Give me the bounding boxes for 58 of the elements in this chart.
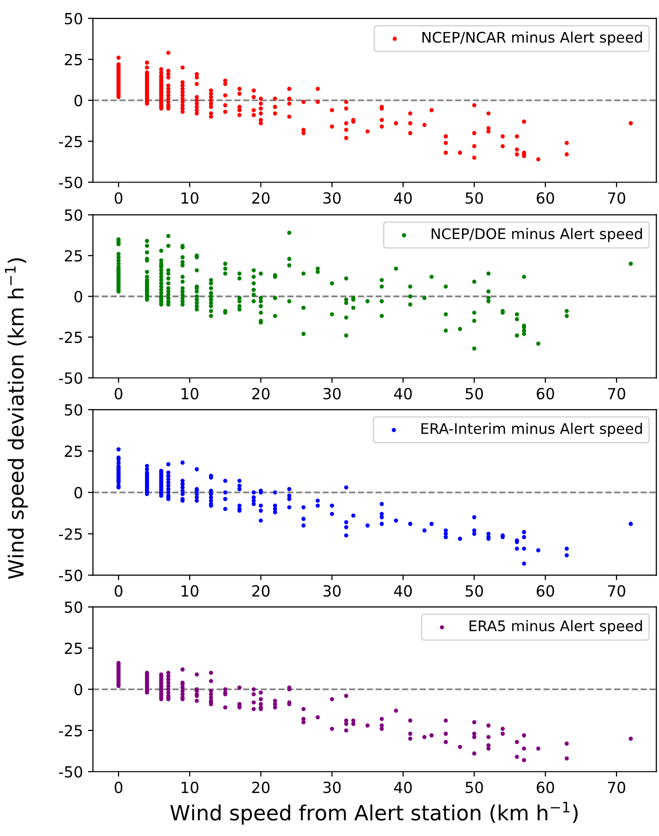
y-tick-label: 0 <box>74 684 82 696</box>
x-tick-label: 0 <box>114 585 122 597</box>
legend-label: NCEP/NCAR minus Alert speed <box>422 32 642 46</box>
x-tick-label: 10 <box>182 192 198 204</box>
y-tick-label: -50 <box>58 176 82 188</box>
y-tick-label: 25 <box>64 54 82 66</box>
y-tick-label: 0 <box>74 290 82 302</box>
x-tick-label: 70 <box>608 782 626 794</box>
x-tick-label: 20 <box>252 388 270 400</box>
x-tick-label: 60 <box>536 192 554 204</box>
legend-label: NCEP/DOE minus Alert speed <box>432 228 642 242</box>
y-tick-label: 25 <box>64 250 82 262</box>
x-tick-label: 50 <box>466 782 483 794</box>
y-tick-label: 0 <box>74 486 82 498</box>
x-tick-label: 40 <box>394 782 412 794</box>
y-tick-label: 25 <box>64 445 82 458</box>
x-tick-label: 50 <box>466 388 483 400</box>
x-tick-label: 30 <box>323 192 341 204</box>
x-tick-label: 60 <box>536 782 554 794</box>
x-tick-label: 40 <box>394 388 412 400</box>
x-tick-label: 50 <box>466 192 483 204</box>
x-tick-label: 50 <box>466 585 483 597</box>
x-tick-label: 10 <box>182 388 198 400</box>
legend-label: ERA-Interim minus Alert speed <box>421 422 642 437</box>
x-tick-label: 70 <box>608 585 626 597</box>
y-tick-label: -25 <box>58 136 82 148</box>
y-tick-label: -25 <box>58 332 82 344</box>
y-tick-label: -50 <box>58 372 82 384</box>
x-tick-label: 40 <box>394 585 412 597</box>
x-tick-label: 20 <box>252 585 270 597</box>
x-tick-label: 60 <box>536 388 554 400</box>
x-tick-label: 30 <box>323 388 341 400</box>
y-tick-label: 50 <box>64 209 82 221</box>
legend-label: ERA5 minus Alert speed <box>470 620 642 634</box>
y-tick-label: 25 <box>64 642 82 654</box>
x-tick-label: 0 <box>114 192 122 204</box>
x-tick-label: 30 <box>323 585 341 597</box>
x-axis-title: Wind speed from Alert station (km h$^{−1}$) <box>170 802 578 825</box>
x-tick-label: 20 <box>252 192 270 204</box>
x-tick-label: 0 <box>114 388 122 400</box>
y-tick-label: 0 <box>74 94 82 106</box>
x-tick-label: 60 <box>536 585 554 597</box>
y-tick-label: 50 <box>64 404 82 416</box>
y-tick-label: -50 <box>58 766 82 778</box>
x-tick-label: 40 <box>394 192 412 204</box>
x-tick-label: 10 <box>182 585 198 597</box>
x-tick-label: 20 <box>252 782 270 794</box>
y-tick-label: 50 <box>64 12 82 24</box>
y-axis-title: Wind speed deviation (km h$^{−1}$) <box>4 258 28 579</box>
y-tick-label: -25 <box>58 724 82 736</box>
y-tick-label: -50 <box>58 570 82 582</box>
y-tick-label: -25 <box>58 528 82 540</box>
y-tick-label: 50 <box>64 601 82 613</box>
x-tick-label: 30 <box>323 782 341 794</box>
x-tick-label: 70 <box>608 192 626 204</box>
x-tick-label: 10 <box>182 782 198 794</box>
x-tick-label: 0 <box>114 782 122 794</box>
x-tick-label: 70 <box>608 388 626 400</box>
